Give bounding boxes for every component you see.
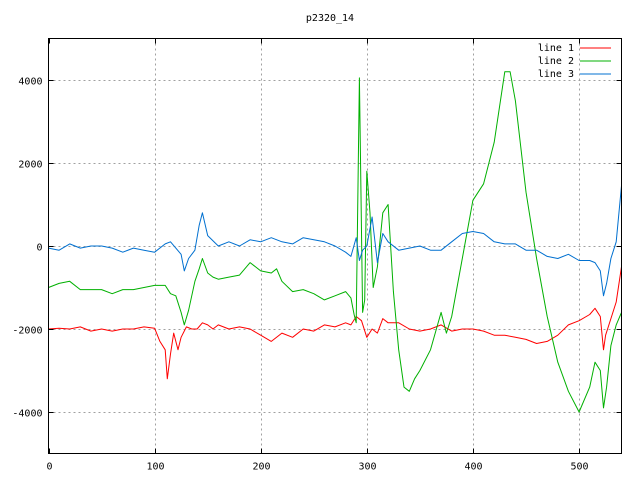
x-tick-label: 0 <box>46 462 52 473</box>
x-tick-label: 200 <box>252 462 270 473</box>
x-tick-label: 300 <box>358 462 376 473</box>
x-tick-label: 400 <box>464 462 482 473</box>
series-line-1 <box>48 266 622 380</box>
legend-label-3: line 3 <box>538 69 574 80</box>
x-tick-label: 500 <box>570 462 588 473</box>
series-line-3 <box>48 185 622 297</box>
legend-label-1: line 1 <box>538 43 574 54</box>
y-tick-label: 2000 <box>18 160 42 171</box>
axis-ticks: 0 100 200 300 400 500 -4000 -2000 0 2000 4000 <box>12 38 622 473</box>
y-tick-label: -2000 <box>12 326 42 337</box>
chart-title: p2320_14 <box>306 13 354 24</box>
legend: line 1 line 2 line 3 <box>538 43 611 80</box>
y-tick-label: 4000 <box>18 77 42 88</box>
series-group <box>48 71 622 413</box>
y-tick-label: -4000 <box>12 409 42 420</box>
y-tick-label: 0 <box>36 243 42 254</box>
grid-lines <box>48 38 622 454</box>
series-line-2 <box>48 71 622 413</box>
legend-label-2: line 2 <box>538 56 574 67</box>
x-tick-label: 100 <box>146 462 164 473</box>
